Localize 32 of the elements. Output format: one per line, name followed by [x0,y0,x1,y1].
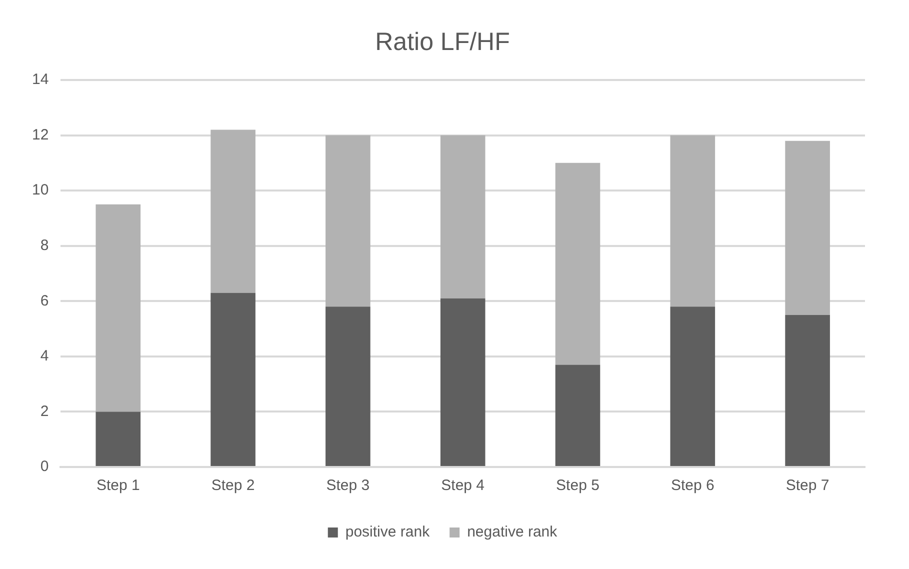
bar [555,364,600,466]
bar [326,135,370,307]
x-tick-label: Step 3 [326,477,370,494]
x-tick-label: Step 6 [670,477,714,494]
legend-label: positive rank [345,524,430,541]
bar [785,314,830,466]
bar [440,298,486,466]
y-tick-label: 6 [40,292,49,310]
bar [96,204,141,412]
y-tick-label: 0 [40,458,49,476]
x-tick-label: Step 5 [556,477,600,494]
legend-label: negative rank [467,524,558,541]
x-tick-label: Step 1 [96,477,140,494]
bar [555,162,600,365]
bar [785,140,830,315]
bar [210,292,256,466]
bar [670,306,716,466]
y-tick-label: 4 [40,348,49,365]
x-tick-label: Step 2 [211,477,255,494]
x-tick-label: Step 4 [441,477,485,494]
chart-title: Ratio LF/HF [375,28,510,56]
bar [96,412,141,466]
bar [326,306,370,466]
bar [210,130,256,293]
y-tick-label: 14 [32,71,49,88]
y-tick-label: 10 [32,182,49,199]
x-tick-label: Step 7 [786,477,830,494]
bar [670,135,716,307]
y-tick-label: 8 [40,237,49,254]
bar [440,135,486,298]
y-tick-label: 12 [32,126,49,144]
y-tick-label: 2 [40,402,49,420]
